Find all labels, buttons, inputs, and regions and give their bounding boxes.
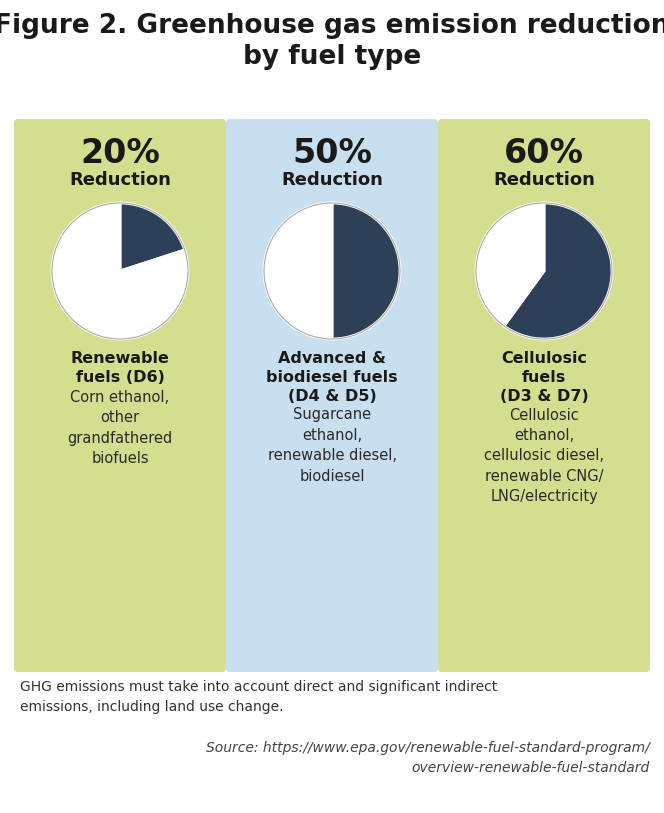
Text: 60%: 60% — [504, 137, 584, 170]
Text: Reduction: Reduction — [493, 171, 595, 189]
Text: Corn ethanol,
other
grandfathered
biofuels: Corn ethanol, other grandfathered biofue… — [67, 390, 173, 466]
FancyBboxPatch shape — [226, 119, 438, 672]
Text: Source: https://www.epa.gov/renewable-fuel-standard-program/
overview-renewable-: Source: https://www.epa.gov/renewable-fu… — [207, 741, 650, 775]
Text: Renewable
fuels (D6): Renewable fuels (D6) — [70, 351, 169, 385]
Wedge shape — [504, 203, 612, 339]
Text: Advanced &
biodiesel fuels
(D4 & D5): Advanced & biodiesel fuels (D4 & D5) — [266, 351, 398, 404]
Wedge shape — [52, 203, 188, 339]
Wedge shape — [120, 203, 185, 271]
Text: Cellulosic
fuels
(D3 & D7): Cellulosic fuels (D3 & D7) — [499, 351, 588, 404]
Wedge shape — [476, 203, 544, 326]
FancyBboxPatch shape — [438, 119, 650, 672]
Text: Cellulosic
ethanol,
cellulosic diesel,
renewable CNG/
LNG/electricity: Cellulosic ethanol, cellulosic diesel, r… — [484, 407, 604, 504]
Wedge shape — [332, 203, 400, 339]
Text: Reduction: Reduction — [69, 171, 171, 189]
Text: 50%: 50% — [292, 137, 372, 170]
Wedge shape — [264, 203, 332, 339]
Text: Figure 2. Greenhouse gas emission reduction
by fuel type: Figure 2. Greenhouse gas emission reduct… — [0, 13, 664, 70]
FancyBboxPatch shape — [14, 119, 226, 672]
Text: Reduction: Reduction — [281, 171, 383, 189]
Text: Sugarcane
ethanol,
renewable diesel,
biodiesel: Sugarcane ethanol, renewable diesel, bio… — [268, 407, 396, 484]
Text: 20%: 20% — [80, 137, 160, 170]
Text: GHG emissions must take into account direct and significant indirect
emissions, : GHG emissions must take into account dir… — [20, 680, 497, 714]
